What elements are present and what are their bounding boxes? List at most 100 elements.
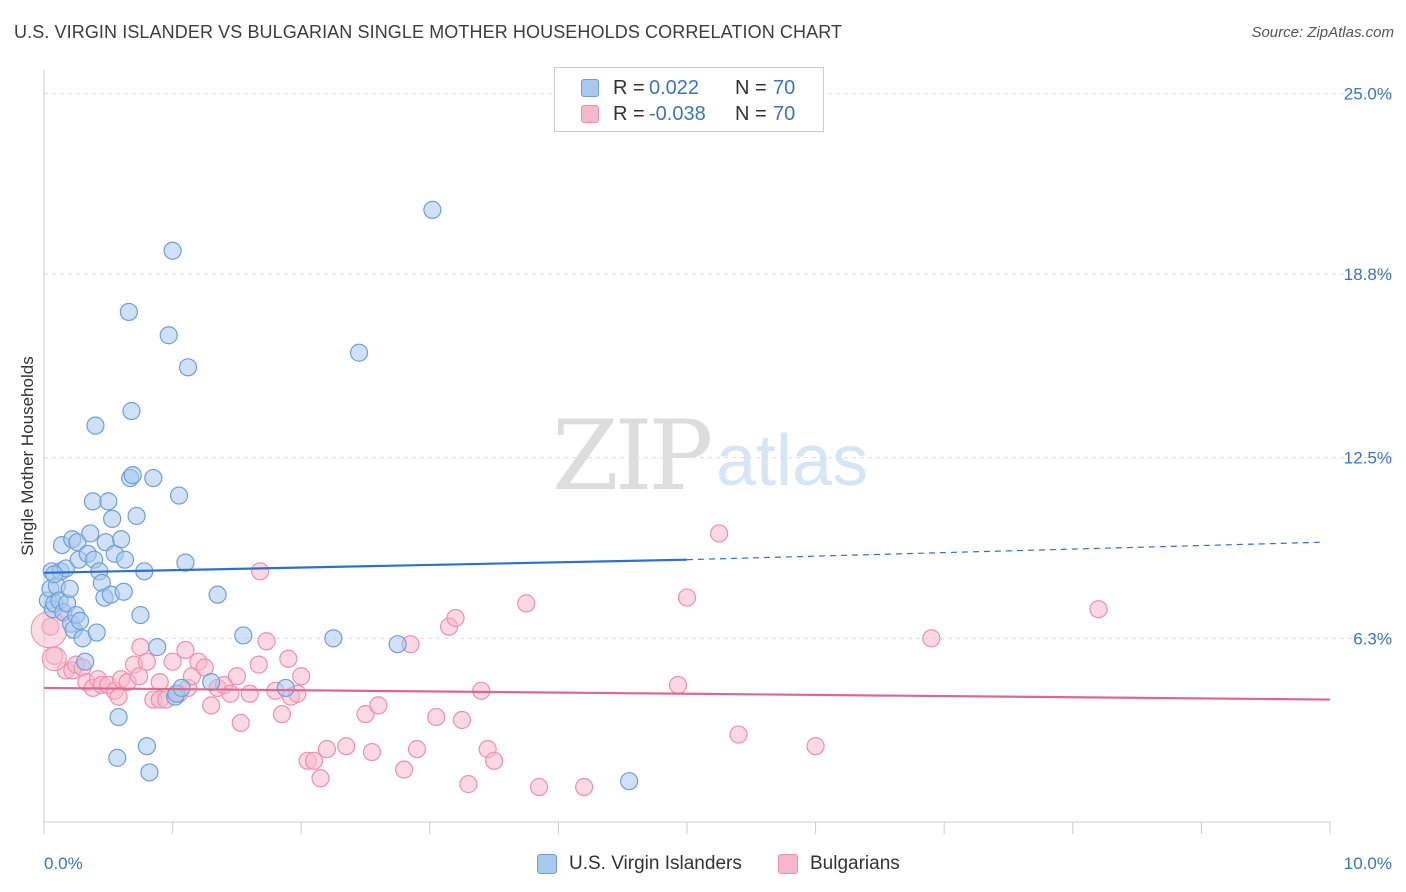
bulgarian-point <box>806 737 825 756</box>
trend-line-virgin-islanders <box>43 558 688 574</box>
legend-r-value: 0.022 <box>649 76 700 99</box>
virgin-islander-point <box>202 672 221 692</box>
bulgarian-point <box>249 655 268 674</box>
legend-n-value: 70 <box>773 102 796 125</box>
legend-r-label: R = <box>613 76 645 99</box>
virgin-islander-point <box>103 509 122 528</box>
bulgarian-point <box>1089 600 1108 619</box>
legend-row-virgin-islanders: R = 0.022 N = 70 <box>581 76 795 100</box>
bulgarian-point <box>163 652 182 671</box>
trend-line-bulgarians <box>43 686 1331 701</box>
legend-n-label: N = <box>735 102 767 125</box>
virgin-islander-point <box>159 326 178 345</box>
bulgarian-point-large <box>41 646 67 672</box>
virgin-islander-point <box>131 605 150 625</box>
virgin-islander-point <box>70 611 90 630</box>
y-tick-label: 18.8% <box>1344 265 1392 284</box>
trend-line-virgin-islanders-projection <box>686 541 1324 561</box>
bulgarian-point <box>356 705 375 724</box>
virgin-islander-point <box>169 486 189 505</box>
source-credit: Source: ZipAtlas.com <box>1251 24 1394 41</box>
bulgarian-point <box>317 740 337 759</box>
virgin-islander-point <box>163 241 182 260</box>
virgin-islander-point <box>324 629 343 648</box>
bulgarian-point <box>250 562 270 581</box>
bulgarian-point <box>530 777 549 797</box>
virgin-islander-point <box>178 358 198 377</box>
bulgarian-point <box>137 652 156 671</box>
virgin-islander-point <box>119 302 138 322</box>
bulgarian-point <box>452 710 472 730</box>
correlation-legend: R = 0.022 N = 70 R = -0.038 N = 70 <box>554 67 824 132</box>
virgin-islander-point <box>148 638 167 657</box>
legend-row-bulgarians: R = -0.038 N = 70 <box>581 102 795 126</box>
virgin-islander-point <box>140 763 159 782</box>
bulgarian-point <box>279 649 298 668</box>
virgin-islander-point <box>122 401 141 421</box>
y-tick-label: 12.5% <box>1344 449 1392 468</box>
bulgarian-point <box>240 684 259 703</box>
bulgarian-point <box>231 713 250 732</box>
bulgarian-point <box>922 629 941 648</box>
virgin-islander-point <box>127 506 146 526</box>
bulgarian-point <box>407 740 427 759</box>
virgin-islander-point <box>172 678 191 698</box>
bottom-legend-label: Bulgarians <box>810 853 900 874</box>
bulgarian-point <box>485 751 504 770</box>
watermark-zip: ZIP <box>552 400 713 512</box>
bulgarian-point <box>729 725 748 744</box>
y-tick-label: 6.3% <box>1353 629 1392 648</box>
legend-n-value: 70 <box>773 76 796 99</box>
legend-r-label: R = <box>613 102 645 125</box>
virgin-islander-point <box>137 737 156 756</box>
virgin-islander-point <box>83 492 102 511</box>
bulgarian-point <box>394 760 414 779</box>
virgin-islander-point <box>87 623 106 642</box>
bulgarian-point <box>304 751 324 770</box>
bulgarian-point <box>369 696 388 715</box>
bulgarian-point <box>337 737 356 756</box>
bulgarian-point <box>677 588 697 607</box>
chart-title: U.S. VIRGIN ISLANDER VS BULGARIAN SINGLE… <box>14 22 843 42</box>
bottom-legend-swatch-blue <box>537 854 557 874</box>
legend-n-label: N = <box>735 76 767 99</box>
bulgarian-point <box>109 687 128 706</box>
virgin-islander-point <box>76 652 95 671</box>
virgin-islander-point <box>176 553 195 572</box>
virgin-islander-point <box>109 707 128 727</box>
virgin-islander-point <box>388 635 407 654</box>
bulgarian-point <box>292 667 311 686</box>
watermark-atlas: atlas <box>716 421 869 501</box>
virgin-islander-point <box>114 582 133 601</box>
bulgarian-point <box>227 667 246 686</box>
bulgarian-point <box>575 777 594 797</box>
bulgarian-point <box>517 594 536 613</box>
virgin-islander-point <box>86 416 105 435</box>
virgin-islander-point <box>99 492 118 511</box>
legend-swatch-blue <box>581 79 599 97</box>
bulgarian-point <box>257 632 276 651</box>
bulgarian-point <box>176 640 195 660</box>
virgin-islander-point <box>423 200 442 220</box>
virgin-islander-point <box>144 468 163 488</box>
bulgarian-point <box>459 775 478 794</box>
bulgarian-point <box>272 705 292 724</box>
x-tick-label: 10.0% <box>1344 854 1392 873</box>
virgin-islander-point <box>234 626 253 645</box>
virgin-islander-point <box>349 343 369 362</box>
bulgarian-point <box>221 684 240 703</box>
bottom-legend-virgin-islanders: U.S. Virgin Islanders <box>537 852 742 876</box>
legend-r-value: -0.038 <box>649 102 706 125</box>
bulgarian-point <box>362 742 382 762</box>
bulgarian-point <box>446 608 465 628</box>
bulgarian-point <box>130 667 149 686</box>
virgin-islander-point <box>81 524 100 543</box>
virgin-islander-point <box>620 772 639 791</box>
virgin-islander-point <box>276 678 295 698</box>
virgin-islander-point <box>60 579 79 598</box>
bottom-legend-bulgarians: Bulgarians <box>778 852 900 876</box>
bulgarian-point <box>202 696 221 715</box>
bulgarian-point <box>710 524 729 543</box>
x-tick-label: 0.0% <box>44 854 83 873</box>
bottom-legend-swatch-pink <box>778 854 798 874</box>
